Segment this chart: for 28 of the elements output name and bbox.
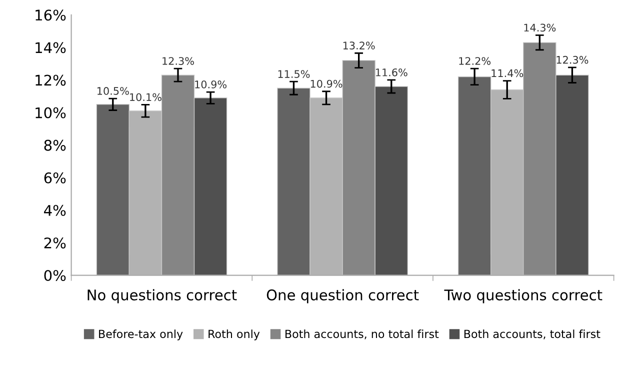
data-label: 12.3% xyxy=(556,56,588,64)
y-tick-label: 12% xyxy=(36,74,66,86)
y-tick-label: 4% xyxy=(44,204,66,216)
x-tick-label: Two questions correct xyxy=(444,289,602,304)
x-tick-label: One question correct xyxy=(266,289,419,304)
y-tick-label: 14% xyxy=(36,42,66,54)
data-label: 10.9% xyxy=(310,80,342,88)
legend-label: Before-tax only xyxy=(99,330,183,340)
y-tick-label: 16% xyxy=(36,10,66,21)
y-tick-label: 6% xyxy=(44,172,66,184)
data-label: 10.5% xyxy=(97,87,129,95)
y-tick-label: 10% xyxy=(36,107,66,118)
y-tick-label: 0% xyxy=(44,270,66,282)
y-tick-label: 8% xyxy=(44,140,66,151)
legend-label: Roth only xyxy=(208,330,260,340)
y-tick-label: 2% xyxy=(44,237,66,248)
data-label: 11.6% xyxy=(376,68,408,76)
data-label: 11.4% xyxy=(492,69,524,78)
data-label: 11.5% xyxy=(278,70,310,78)
legend-label: Both accounts, no total first xyxy=(286,330,439,340)
x-tick-label: No questions correct xyxy=(88,289,237,304)
data-label: 13.2% xyxy=(343,42,375,50)
data-label: 12.2% xyxy=(459,57,491,65)
data-label: 10.9% xyxy=(195,80,227,88)
legend-label: Both accounts, total first xyxy=(464,330,600,340)
data-label: 12.3% xyxy=(162,57,194,65)
data-label: 10.1% xyxy=(130,93,162,102)
data-label: 14.3% xyxy=(524,24,556,32)
